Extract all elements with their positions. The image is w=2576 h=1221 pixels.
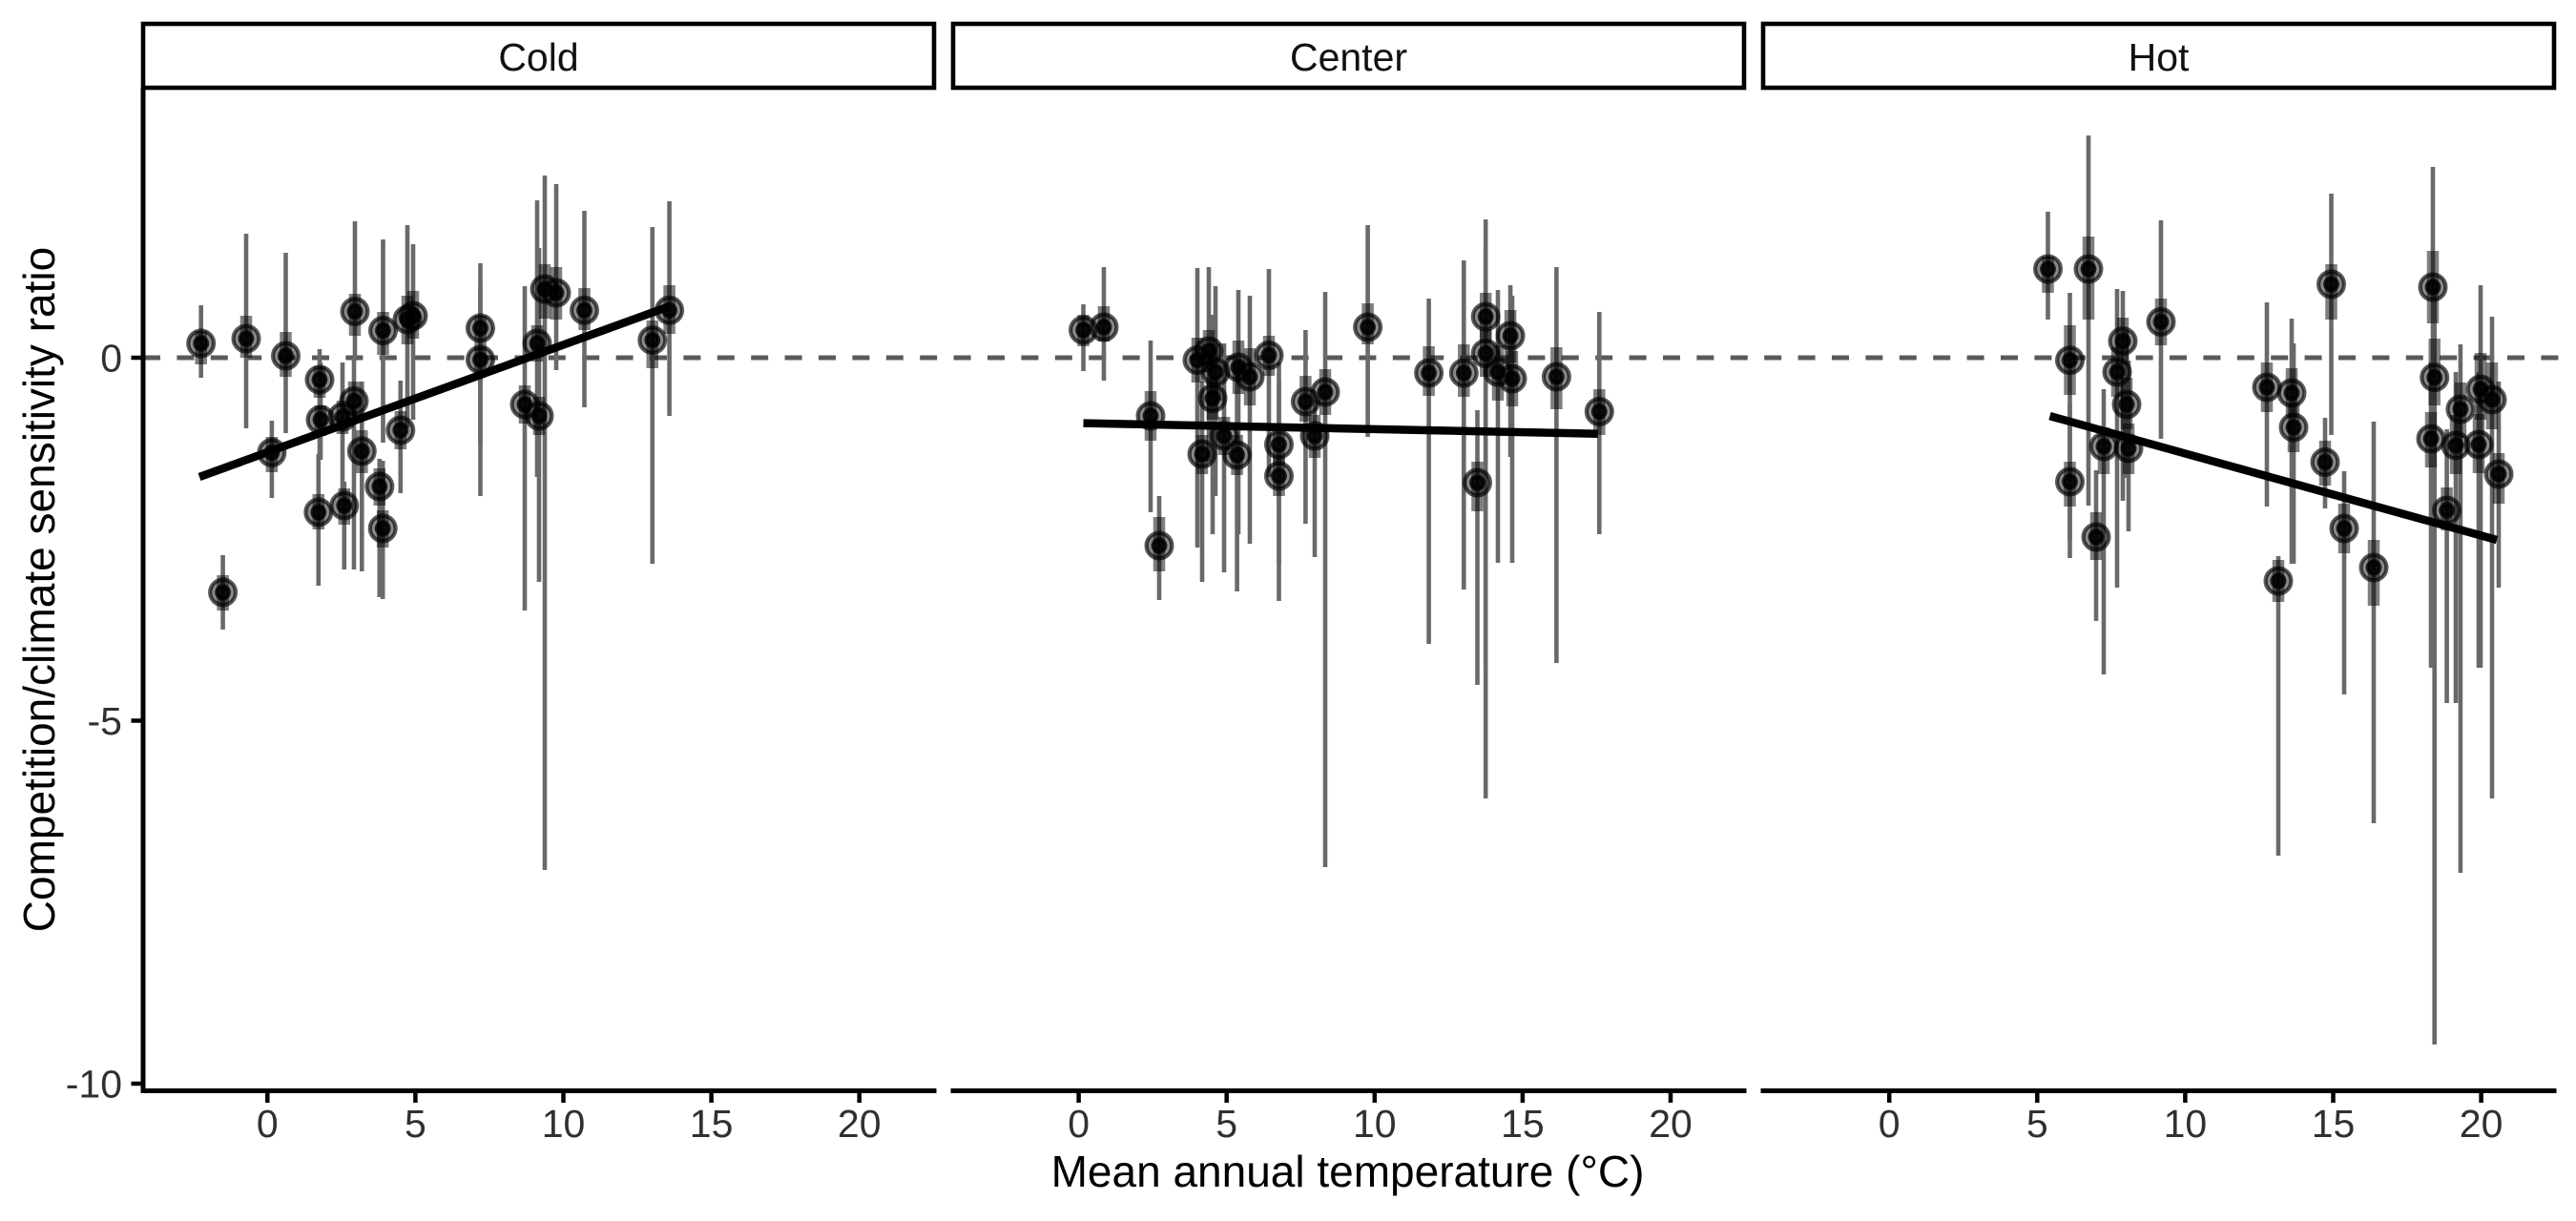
svg-text:Cold: Cold [498,35,578,79]
svg-text:15: 15 [690,1102,734,1146]
svg-text:0: 0 [1068,1102,1090,1146]
svg-text:20: 20 [838,1102,882,1146]
svg-text:10: 10 [2164,1102,2208,1146]
svg-text:0: 0 [1879,1102,1901,1146]
svg-text:Hot: Hot [2129,35,2190,79]
svg-text:20: 20 [2460,1102,2503,1146]
svg-text:Mean annual temperature (°C): Mean annual temperature (°C) [1051,1147,1645,1196]
svg-text:5: 5 [405,1102,426,1146]
svg-text:Center: Center [1290,35,1407,79]
svg-text:-10: -10 [66,1063,122,1107]
svg-text:5: 5 [1215,1102,1237,1146]
svg-text:0: 0 [257,1102,279,1146]
svg-text:0: 0 [100,337,122,381]
svg-text:10: 10 [542,1102,586,1146]
svg-text:-5: -5 [88,699,122,743]
svg-text:20: 20 [1649,1102,1693,1146]
svg-text:10: 10 [1353,1102,1397,1146]
svg-text:15: 15 [2312,1102,2356,1146]
svg-text:5: 5 [2026,1102,2048,1146]
svg-text:Competition/climate sensitivit: Competition/climate sensitivity ratio [14,247,64,932]
svg-text:15: 15 [1501,1102,1545,1146]
